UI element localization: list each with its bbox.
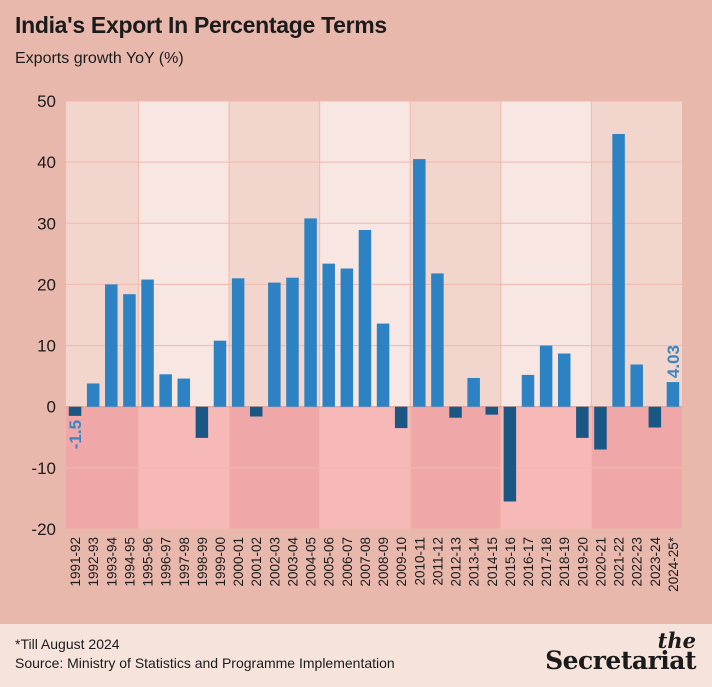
- x-tick-label: 2001-02: [249, 537, 264, 587]
- bar: [521, 374, 535, 407]
- x-tick-label: 2004-05: [304, 537, 319, 587]
- x-tick-label: 2013-14: [467, 537, 482, 587]
- x-tick-label: 1993-94: [104, 537, 119, 587]
- bar: [376, 323, 390, 407]
- x-axis-ticks: 1991-92 1992-93 1993-94 1994-95 1995-96 1996-…: [68, 536, 681, 592]
- bar: [467, 377, 480, 407]
- x-tick-label: 2012-13: [449, 537, 464, 587]
- x-tick-label: 1995-96: [141, 537, 156, 587]
- brand-logo-prefix: the: [657, 628, 696, 653]
- bar: [105, 284, 118, 407]
- bar: [195, 406, 209, 438]
- y-tick-label: 40: [37, 153, 56, 172]
- x-tick-label: 2011-12: [430, 537, 445, 586]
- band-positive: [591, 101, 682, 407]
- y-tick-label: -10: [31, 459, 56, 478]
- bar: [286, 277, 299, 407]
- x-tick-label: 2010-11: [412, 537, 427, 586]
- data-labels: -1.5 4.03: [66, 345, 683, 449]
- bar: [612, 134, 625, 407]
- bar: [630, 364, 643, 407]
- bar: [449, 406, 462, 418]
- x-tick-label: 1998-99: [195, 537, 210, 587]
- bar: [231, 278, 245, 407]
- bar: [503, 406, 517, 502]
- bar: [86, 383, 100, 407]
- bar: [557, 353, 571, 407]
- y-tick-label: 10: [37, 337, 56, 356]
- bar: [268, 282, 281, 407]
- x-tick-label: 2023-24: [648, 537, 663, 587]
- x-tick-label: 2022-23: [630, 537, 645, 587]
- x-tick-label: 2008-09: [376, 537, 391, 587]
- footer: *Till August 2024 Source: Ministry of St…: [0, 624, 712, 687]
- data-label: 4.03: [664, 345, 683, 378]
- background-bands: [66, 101, 682, 529]
- x-tick-label: 2003-04: [285, 537, 300, 587]
- x-tick-label: 1997-98: [177, 537, 192, 587]
- x-tick-label: 2015-16: [503, 537, 518, 587]
- bar: [322, 263, 335, 407]
- x-tick-label: 2014-15: [485, 537, 500, 587]
- bar: [394, 406, 408, 429]
- y-tick-label: 50: [37, 92, 56, 111]
- bar: [141, 279, 154, 407]
- x-tick-label: 2016-17: [521, 537, 536, 587]
- brand-logo: Secretariat: [545, 646, 696, 675]
- bar: [358, 230, 372, 407]
- x-tick-label: 1994-95: [122, 537, 137, 587]
- data-label: -1.5: [66, 420, 85, 449]
- bar: [413, 159, 426, 407]
- x-tick-label: 2007-08: [358, 537, 373, 587]
- footnote: *Till August 2024: [15, 636, 120, 652]
- y-tick-label: 20: [37, 275, 56, 294]
- bar: [68, 406, 82, 416]
- bar: [648, 406, 662, 428]
- y-tick-label: 30: [37, 214, 56, 233]
- bar: [539, 345, 553, 407]
- y-axis-ticks: -20 -10 0 10 20 30 40 50: [31, 92, 56, 539]
- bar: [576, 406, 589, 438]
- bar: [666, 382, 680, 407]
- x-tick-label: 1991-92: [68, 537, 83, 587]
- x-tick-label: 1996-97: [159, 537, 174, 587]
- bar: [177, 378, 191, 407]
- bar: [431, 273, 444, 407]
- bar: [594, 406, 607, 450]
- x-tick-label: 2002-03: [267, 537, 282, 587]
- x-tick-label: 2005-06: [322, 537, 337, 587]
- bar: [304, 218, 317, 407]
- chart-subtitle: Exports growth YoY (%): [15, 50, 184, 67]
- x-tick-label: 2021-22: [612, 537, 627, 587]
- x-tick-label: 2006-07: [340, 537, 355, 587]
- bar: [249, 406, 263, 417]
- y-tick-label: -20: [31, 520, 56, 539]
- chart-title: India's Export In Percentage Terms: [15, 12, 387, 38]
- bars: [68, 134, 680, 502]
- x-tick-label: 2020-21: [593, 537, 608, 587]
- y-tick-label: 0: [47, 398, 56, 417]
- bar: [340, 268, 354, 407]
- x-tick-label: 2018-19: [557, 537, 572, 587]
- x-tick-label: 2017-18: [539, 537, 554, 587]
- bar: [159, 374, 172, 407]
- x-tick-label: 1999-00: [213, 537, 228, 587]
- bar: [485, 406, 499, 415]
- x-tick-label: 2019-20: [575, 537, 590, 587]
- x-tick-label: 2009-10: [394, 537, 409, 587]
- bar: [123, 294, 136, 407]
- source-note: Source: Ministry of Statistics and Progr…: [15, 655, 395, 671]
- x-tick-label: 2024-25*: [666, 536, 681, 592]
- x-tick-label: 1992-93: [86, 537, 101, 587]
- x-tick-label: 2000-01: [231, 537, 246, 587]
- bar: [213, 340, 227, 407]
